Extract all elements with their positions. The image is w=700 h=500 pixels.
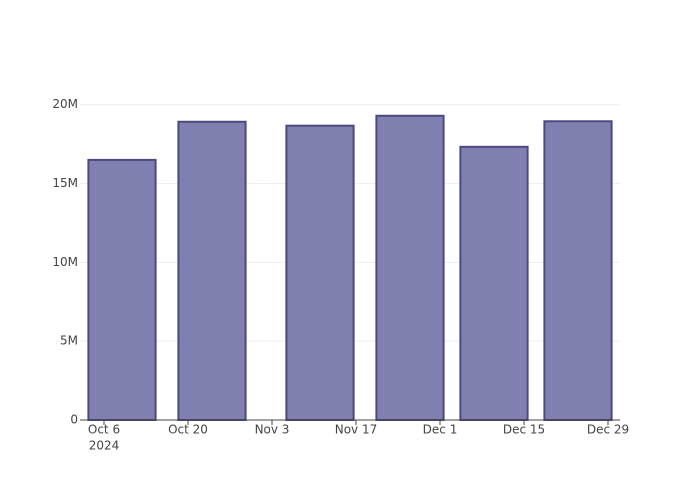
x-tick-label: Dec 1 (423, 423, 458, 437)
y-tick-label: 20M (52, 97, 78, 111)
x-tick-label: Dec 15 (503, 423, 545, 437)
bar (177, 120, 247, 421)
x-tick-label: Oct 6 (88, 423, 120, 437)
x-tick-label: Nov 3 (255, 423, 290, 437)
bar (87, 158, 157, 421)
y-tick-label: 5M (60, 334, 78, 348)
x-year-label: 2024 (89, 439, 120, 453)
y-tick-label: 15M (52, 176, 78, 190)
bar (459, 145, 529, 421)
x-tick-label: Nov 17 (335, 423, 378, 437)
bar (375, 114, 445, 421)
bar (285, 124, 355, 421)
y-tick-label: 10M (52, 255, 78, 269)
x-tick-label: Oct 20 (168, 423, 208, 437)
y-tick-label: 0 (70, 413, 78, 427)
bar (543, 120, 613, 421)
x-tick-label: Dec 29 (587, 423, 629, 437)
